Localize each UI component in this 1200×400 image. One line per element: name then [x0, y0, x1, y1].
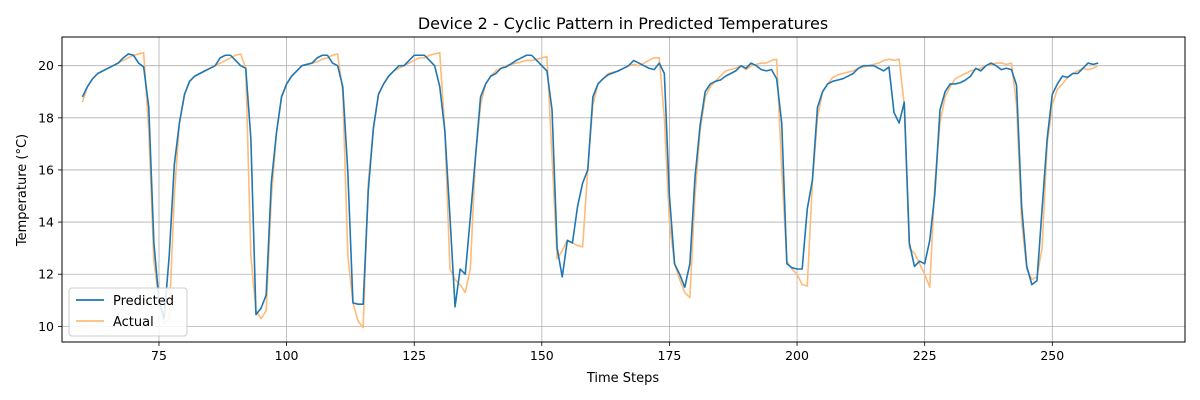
y-tick-label: 10	[38, 319, 54, 334]
plot-frame	[61, 36, 1186, 343]
legend-label-predicted: Predicted	[113, 294, 174, 309]
x-tick-label: 225	[913, 348, 937, 363]
chart-title: Device 2 - Cyclic Pattern in Predicted T…	[418, 14, 828, 33]
x-tick-label: 125	[402, 348, 426, 363]
y-axis-label: Temperature (°C)	[15, 134, 30, 247]
y-tick-label: 14	[38, 215, 54, 230]
x-tick-label: 175	[658, 348, 682, 363]
x-tick-label: 250	[1040, 348, 1064, 363]
x-tick-label: 200	[785, 348, 809, 363]
x-tick-label: 150	[530, 348, 554, 363]
plot-lines	[81, 51, 1099, 329]
x-tick-label: 75	[151, 348, 167, 363]
y-tick-label: 16	[38, 162, 54, 177]
y-tick-label: 20	[38, 58, 54, 73]
x-tick-label: 100	[275, 348, 299, 363]
y-tick-label: 18	[38, 110, 54, 125]
y-tick-label: 12	[38, 267, 54, 282]
legend-label-actual: Actual	[113, 315, 154, 330]
series-line-predicted	[81, 53, 1099, 320]
x-axis-label: Time Steps	[586, 371, 660, 386]
legend: Predicted Actual	[68, 287, 188, 337]
axis-ticks: 75 100 125 150 175 200 225 250 10 12 14 16 18 20	[38, 58, 1064, 363]
